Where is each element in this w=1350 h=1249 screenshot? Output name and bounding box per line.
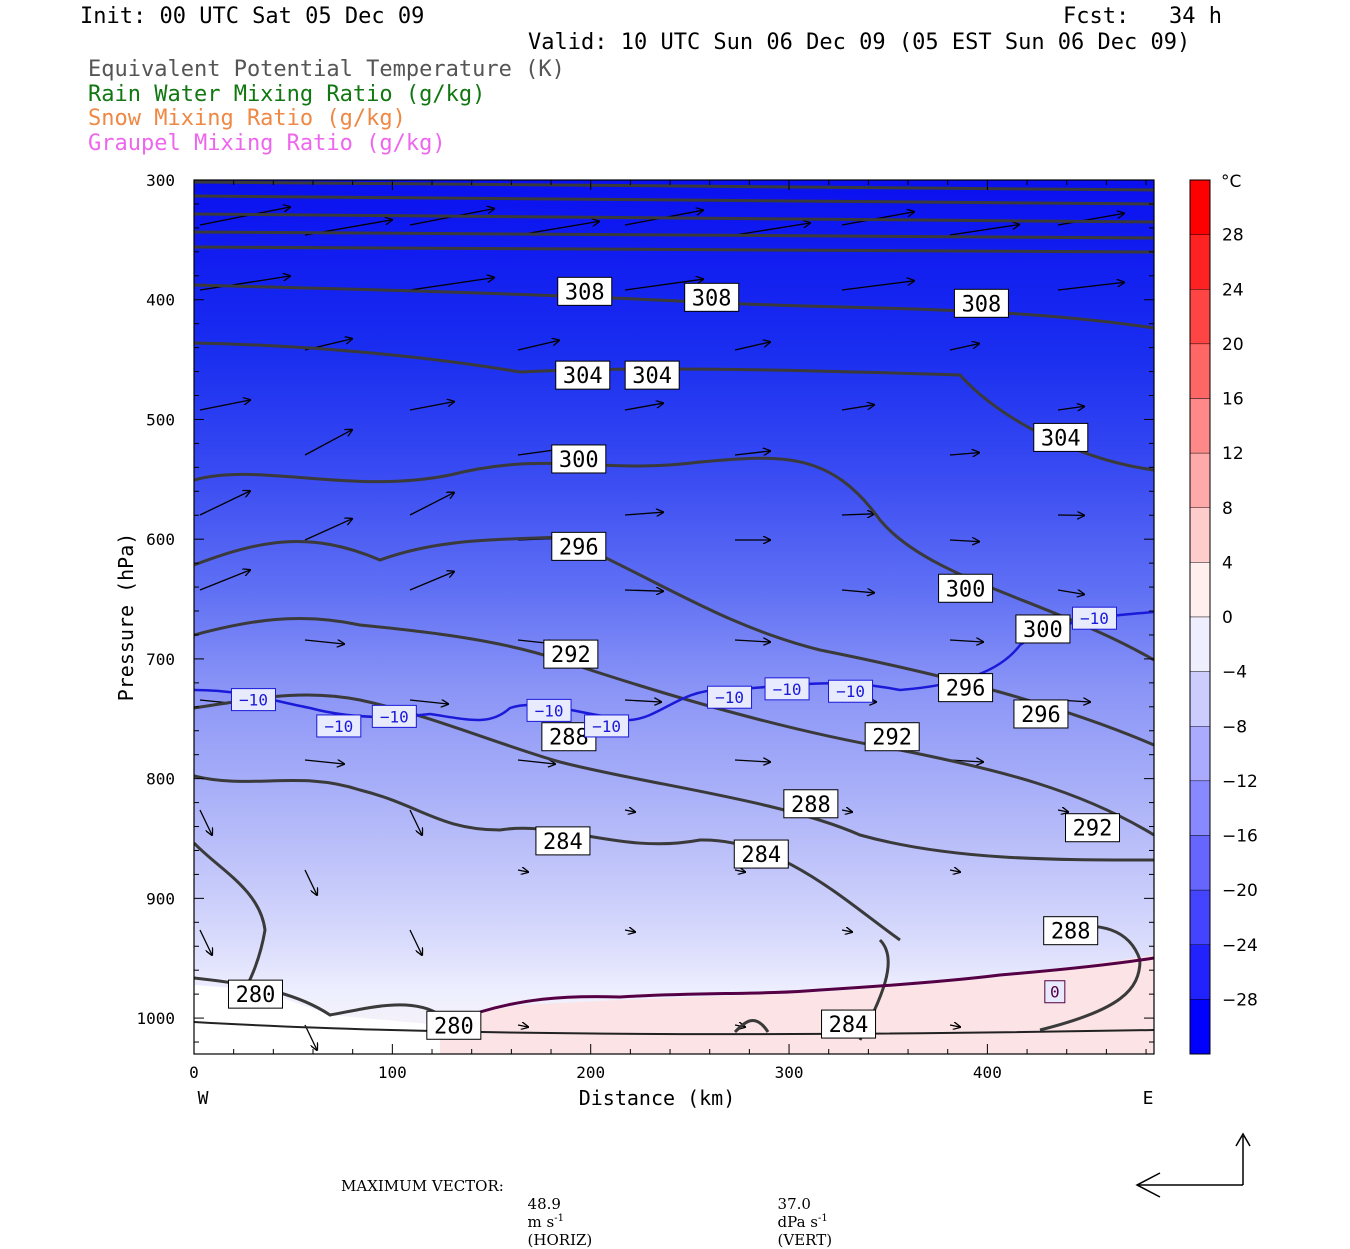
colorbar-swatch (1190, 508, 1210, 563)
colorbar-label: 0 (1222, 608, 1233, 628)
isotherm-label: −10 (324, 717, 353, 736)
colorbar-label: −16 (1222, 827, 1258, 847)
colorbar-unit: °C (1221, 172, 1241, 192)
theta-e-label: 308 (565, 280, 605, 305)
colorbar-label: −28 (1222, 990, 1258, 1010)
colorbar-swatch (1190, 999, 1210, 1054)
colorbar-swatch (1190, 180, 1210, 235)
colorbar-swatch (1190, 617, 1210, 672)
theta-e-label: 296 (946, 677, 986, 702)
y-axis-label: Pressure (hPa) (114, 533, 138, 702)
y-tick-label: 800 (146, 770, 175, 789)
isotherm-label: −10 (239, 691, 268, 710)
horiz-value: 48.9 (528, 1195, 561, 1213)
theta-e-label: 308 (692, 286, 732, 311)
theta-e-label: 288 (791, 793, 831, 818)
y-tick-label: 900 (146, 889, 175, 908)
colorbar-label: 12 (1222, 444, 1244, 464)
y-tick-label: 300 (146, 171, 175, 190)
theta-e-label: 292 (872, 726, 912, 751)
colorbar-label: 20 (1222, 335, 1244, 355)
colorbar-label: 16 (1222, 390, 1244, 410)
x-tick-label: 0 (189, 1063, 199, 1082)
colorbar-swatch (1190, 945, 1210, 1000)
horiz-exp: -1 (554, 1213, 564, 1224)
colorbar-label: 28 (1222, 226, 1244, 246)
theta-e-label: 288 (549, 726, 589, 751)
theta-e-label: 300 (559, 448, 599, 473)
x-tick-label: 200 (576, 1063, 605, 1082)
theta-e-label: 300 (946, 577, 986, 602)
cross-section-plot: 308 308 308 304 304 304 300 296 300 300 292 296 296 2… (0, 0, 1350, 1200)
isotherm-label: −10 (836, 682, 865, 701)
colorbar-swatch (1190, 235, 1210, 290)
isotherm-label: −10 (773, 680, 802, 699)
colorbar-label: 8 (1222, 499, 1233, 519)
y-tick-label: 1000 (136, 1009, 175, 1028)
colorbar-label: −4 (1222, 663, 1247, 683)
theta-e-label: 304 (1041, 426, 1081, 451)
colorbar-label: 24 (1222, 280, 1244, 300)
theta-e-label: 308 (962, 292, 1002, 317)
colorbar-label: 4 (1222, 553, 1233, 573)
y-tick-label: 500 (146, 410, 175, 429)
theta-e-label: 280 (236, 983, 276, 1008)
theta-e-label: 292 (551, 643, 591, 668)
colorbar: 28 24 20 16 12 8 4 0 −4 −8 −12 −16 −20 −24 −28 (1190, 180, 1258, 1054)
isotherm-label: −10 (1080, 609, 1109, 628)
vert-tag: (VERT) (778, 1231, 833, 1249)
temperature-shading (194, 180, 1154, 1054)
theta-e-label: 300 (1023, 618, 1063, 643)
theta-e-label: 292 (1073, 817, 1113, 842)
theta-e-label: 284 (829, 1013, 869, 1038)
theta-e-label: 280 (434, 1014, 474, 1039)
isotherm-label: −10 (592, 717, 621, 736)
reference-vector-icon (1137, 1134, 1250, 1197)
isotherm-label: 0 (1050, 983, 1060, 1002)
x-tick-label: 400 (973, 1063, 1002, 1082)
colorbar-swatch (1190, 344, 1210, 399)
colorbar-swatch (1190, 836, 1210, 891)
colorbar-swatch (1190, 726, 1210, 781)
colorbar-label: −12 (1222, 772, 1258, 792)
y-tick-label: 700 (146, 650, 175, 669)
colorbar-swatch (1190, 453, 1210, 508)
east-label: E (1143, 1088, 1154, 1109)
isotherm-label: −10 (380, 707, 409, 726)
horiz-unit: m s (528, 1213, 555, 1231)
west-label: W (198, 1088, 209, 1109)
colorbar-swatch (1190, 672, 1210, 727)
colorbar-label: −24 (1222, 936, 1258, 956)
theta-e-label: 284 (543, 830, 583, 855)
y-tick-label: 600 (146, 530, 175, 549)
isotherm-label: −10 (535, 701, 564, 720)
max-vector-label: MAXIMUM VECTOR: (341, 1177, 504, 1195)
x-axis-label: Distance (km) (579, 1086, 736, 1110)
vert-value: 37.0 (778, 1195, 811, 1213)
x-tick-label: 100 (378, 1063, 407, 1082)
horiz-tag: (HORIZ) (528, 1231, 593, 1249)
max-vertical-vector: 37.0 dPa s-1 (VERT) (768, 1177, 832, 1249)
theta-e-label: 288 (1051, 920, 1091, 945)
vert-unit: dPa s (778, 1213, 818, 1231)
colorbar-label: −8 (1222, 717, 1247, 737)
colorbar-swatch (1190, 890, 1210, 945)
isotherm-label: −10 (715, 688, 744, 707)
max-horizontal-vector: 48.9 m s-1 (HORIZ) (518, 1177, 592, 1249)
theta-e-label: 304 (563, 364, 603, 389)
colorbar-swatch (1190, 399, 1210, 454)
x-tick-label: 300 (775, 1063, 804, 1082)
vert-exp: -1 (818, 1213, 828, 1224)
theta-e-label: 296 (559, 535, 599, 560)
theta-e-label: 304 (632, 364, 672, 389)
theta-e-label: 284 (741, 843, 781, 868)
colorbar-swatch (1190, 562, 1210, 617)
colorbar-label: −20 (1222, 881, 1258, 901)
colorbar-swatch (1190, 289, 1210, 344)
theta-e-label: 296 (1021, 703, 1061, 728)
y-tick-label: 400 (146, 291, 175, 310)
colorbar-swatch (1190, 781, 1210, 836)
